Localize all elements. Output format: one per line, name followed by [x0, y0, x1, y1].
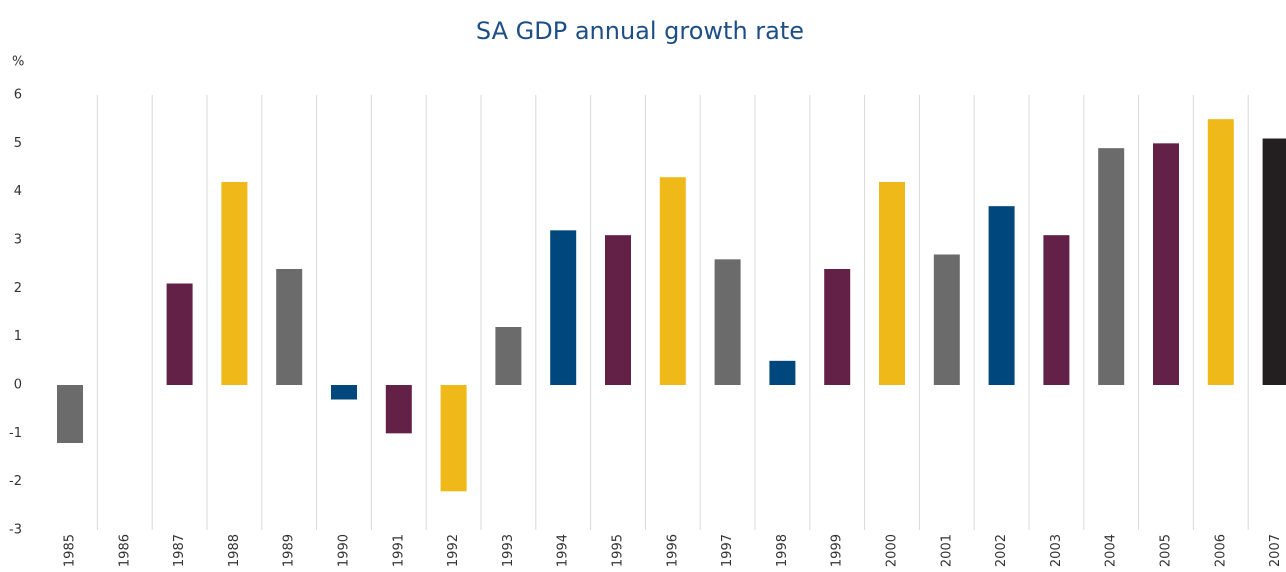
x-tick-label: 1997: [720, 534, 735, 567]
bar: [769, 360, 796, 385]
chart-title: SA GDP annual growth rate: [476, 17, 804, 45]
x-tick-label: 1988: [227, 534, 242, 567]
bar: [57, 385, 83, 443]
bar: [1207, 119, 1234, 386]
bar: [988, 206, 1015, 385]
x-tick-label: 2007: [1268, 534, 1283, 567]
x-tick-label: 2004: [1104, 534, 1119, 567]
bar: [1262, 138, 1286, 385]
x-tick-label: 1992: [446, 534, 461, 567]
bar: [605, 235, 631, 385]
x-tick-label: 2003: [1049, 534, 1064, 567]
x-tick-label: 1998: [775, 534, 790, 567]
bar: [1153, 143, 1179, 385]
bar: [879, 182, 905, 385]
x-tick-label: 2001: [939, 534, 954, 567]
x-tick-label: 1989: [282, 534, 297, 567]
bar: [714, 259, 741, 385]
bar: [659, 177, 686, 385]
bar: [1098, 148, 1125, 385]
x-tick-label: 2002: [994, 534, 1009, 567]
x-tick-label: 1994: [556, 534, 571, 567]
y-tick-label: 6: [14, 88, 22, 103]
x-tick-label: 2005: [1159, 534, 1174, 567]
y-tick-label: -1: [9, 426, 22, 441]
bar: [824, 269, 851, 385]
x-tick-label: 1995: [611, 534, 626, 567]
bar: [166, 283, 193, 385]
bar: [221, 182, 248, 385]
x-tick-label: 1990: [337, 534, 352, 567]
x-tick-label: 1987: [172, 534, 187, 567]
y-tick-label: 4: [14, 184, 22, 199]
y-tick-label: 3: [14, 233, 22, 248]
bar: [276, 269, 303, 385]
y-tick-label: 1: [14, 329, 22, 344]
x-tick-label: 1991: [391, 534, 406, 567]
bar: [331, 385, 357, 400]
x-tick-label: 1993: [501, 534, 516, 567]
bar: [385, 385, 412, 434]
y-tick-label: -2: [9, 474, 22, 489]
x-tick-label: 1999: [830, 534, 845, 567]
x-tick-label: 1986: [117, 534, 132, 567]
x-tick-label: 2000: [885, 534, 900, 567]
y-axis-label: %: [12, 55, 24, 70]
y-tick-label: 0: [14, 378, 22, 393]
bar: [495, 327, 522, 385]
bar: [440, 385, 467, 492]
x-tick-label: 2006: [1213, 534, 1228, 567]
bar: [1043, 235, 1070, 385]
bar: [550, 230, 577, 385]
bar: [933, 254, 960, 385]
y-tick-label: 2: [14, 281, 22, 296]
y-tick-label: -3: [9, 523, 22, 538]
x-tick-label: 1985: [63, 534, 78, 567]
y-tick-label: 5: [14, 136, 22, 151]
x-tick-label: 1996: [665, 534, 680, 567]
